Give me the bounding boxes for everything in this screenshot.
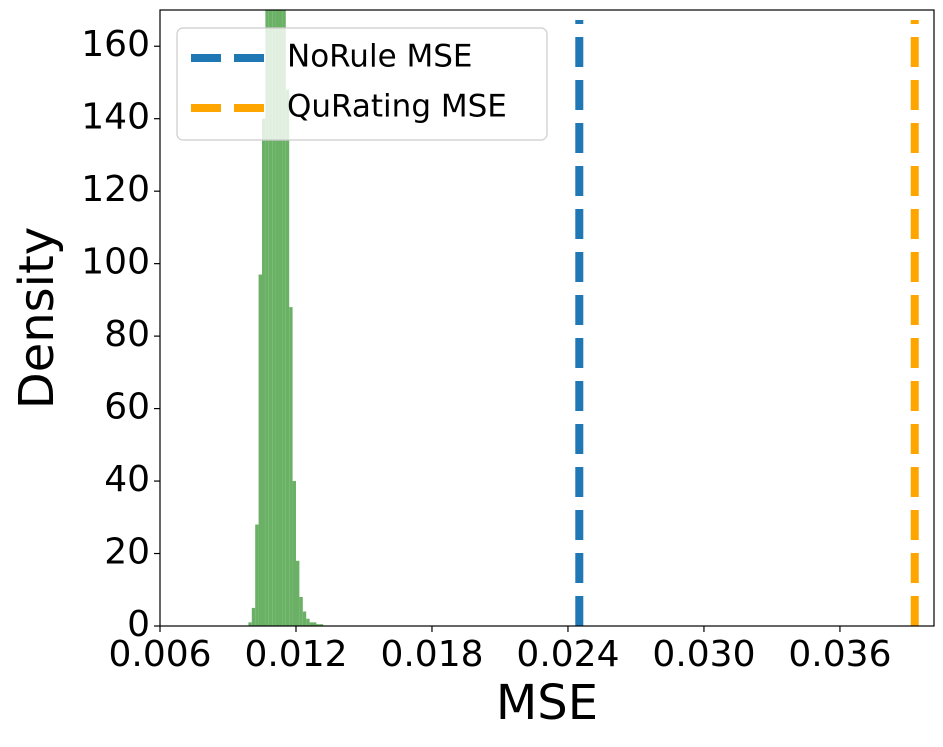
bar	[299, 597, 303, 626]
y-tick-label: 120	[81, 169, 150, 210]
plot-area	[248, 10, 919, 626]
legend-label: QuRating MSE	[287, 89, 507, 125]
y-tick-label: 60	[104, 387, 150, 428]
bar	[285, 89, 290, 626]
y-axis-label: Density	[9, 227, 65, 409]
legend-box	[176, 27, 548, 141]
bar	[251, 607, 256, 626]
y-tick-label: 20	[104, 532, 150, 573]
bar	[292, 481, 296, 626]
y-tick-label: 100	[81, 242, 150, 283]
x-tick-label: 0.036	[788, 634, 891, 675]
plot-frame	[159, 9, 935, 627]
bar	[278, 10, 283, 626]
bar	[312, 622, 317, 626]
legend-label: NoRule MSE	[287, 39, 473, 75]
y-tick-label: 0	[127, 604, 150, 645]
bar	[306, 618, 310, 626]
y-tick-label: 80	[104, 314, 150, 355]
bar	[248, 622, 252, 626]
bar	[275, 10, 279, 626]
bar	[295, 560, 300, 626]
y-tick-label: 160	[81, 24, 150, 65]
bar	[319, 624, 324, 626]
x-axis-label: MSE	[496, 675, 598, 731]
x-tick-label: 0.018	[380, 634, 483, 675]
bar	[255, 524, 259, 626]
x-tick-label: 0.006	[108, 634, 211, 675]
bar	[272, 10, 276, 626]
y-tick-label: 40	[104, 459, 150, 500]
bar	[282, 10, 286, 626]
bar	[258, 274, 262, 626]
y-tick-label: 140	[81, 97, 150, 138]
x-tick-label: 0.012	[244, 634, 347, 675]
bar	[316, 624, 320, 626]
bar	[309, 622, 313, 626]
bar	[289, 307, 293, 626]
bar	[265, 10, 269, 626]
x-tick-label: 0.030	[652, 634, 755, 675]
bar	[302, 611, 307, 626]
bar	[268, 10, 273, 626]
x-tick-label: 0.024	[516, 634, 619, 675]
bar	[261, 118, 266, 626]
